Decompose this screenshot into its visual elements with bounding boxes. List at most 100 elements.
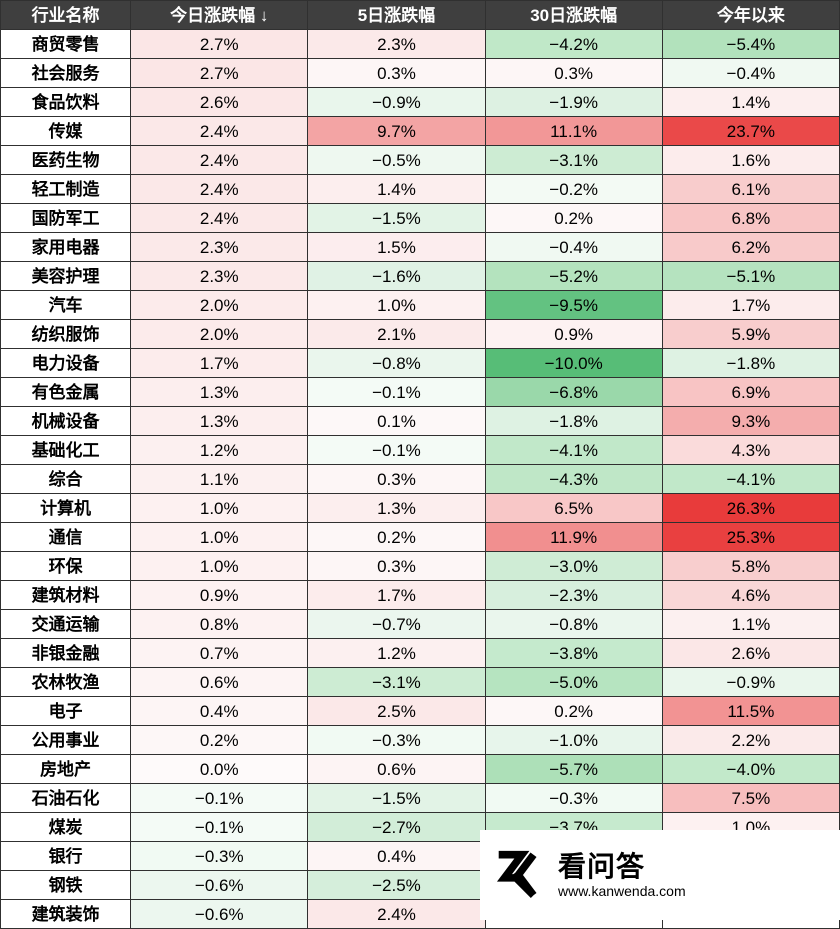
cell-d30: 11.9% (485, 523, 662, 552)
table-row: 传媒2.4%9.7%11.1%23.7% (1, 117, 840, 146)
row-name: 国防军工 (1, 204, 131, 233)
cell-d30: −4.1% (485, 436, 662, 465)
row-name: 电力设备 (1, 349, 131, 378)
cell-d30: 0.2% (485, 204, 662, 233)
row-name: 纺织服饰 (1, 320, 131, 349)
col-header-ytd: 今年以来 (662, 1, 839, 30)
cell-d1: 2.7% (131, 30, 308, 59)
cell-d5: −0.7% (308, 610, 485, 639)
cell-d1: 2.3% (131, 233, 308, 262)
cell-ytd: 5.9% (662, 320, 839, 349)
cell-d30: −0.3% (485, 784, 662, 813)
cell-ytd: 7.5% (662, 784, 839, 813)
table-row: 国防军工2.4%−1.5%0.2%6.8% (1, 204, 840, 233)
cell-d1: −0.3% (131, 842, 308, 871)
row-name: 农林牧渔 (1, 668, 131, 697)
cell-d1: 1.0% (131, 523, 308, 552)
col-header-d30: 30日涨跌幅 (485, 1, 662, 30)
watermark-url: www.kanwenda.com (558, 883, 686, 900)
table-row: 计算机1.0%1.3%6.5%26.3% (1, 494, 840, 523)
cell-ytd: −0.4% (662, 59, 839, 88)
header-row: 行业名称 今日涨跌幅 ↓ 5日涨跌幅 30日涨跌幅 今年以来 (1, 1, 840, 30)
cell-d5: 1.3% (308, 494, 485, 523)
cell-d30: −3.1% (485, 146, 662, 175)
cell-d5: 0.6% (308, 755, 485, 784)
cell-d30: 0.9% (485, 320, 662, 349)
table-row: 农林牧渔0.6%−3.1%−5.0%−0.9% (1, 668, 840, 697)
cell-ytd: 9.3% (662, 407, 839, 436)
cell-d1: 1.7% (131, 349, 308, 378)
row-name: 轻工制造 (1, 175, 131, 204)
cell-d1: 2.0% (131, 320, 308, 349)
table-row: 社会服务2.7%0.3%0.3%−0.4% (1, 59, 840, 88)
table-row: 有色金属1.3%−0.1%−6.8%6.9% (1, 378, 840, 407)
cell-d1: −0.6% (131, 900, 308, 929)
col-header-d1: 今日涨跌幅 ↓ (131, 1, 308, 30)
row-name: 建筑材料 (1, 581, 131, 610)
watermark-logo-icon (490, 846, 548, 904)
cell-ytd: −1.8% (662, 349, 839, 378)
watermark: 看问答 www.kanwenda.com (480, 830, 840, 920)
cell-d5: −2.7% (308, 813, 485, 842)
row-name: 建筑装饰 (1, 900, 131, 929)
row-name: 通信 (1, 523, 131, 552)
cell-d5: −1.5% (308, 204, 485, 233)
industry-heatmap-table: 行业名称 今日涨跌幅 ↓ 5日涨跌幅 30日涨跌幅 今年以来 商贸零售2.7%2… (0, 0, 840, 929)
cell-ytd: 1.1% (662, 610, 839, 639)
row-name: 基础化工 (1, 436, 131, 465)
cell-d5: 1.2% (308, 639, 485, 668)
cell-d5: 2.1% (308, 320, 485, 349)
row-name: 电子 (1, 697, 131, 726)
row-name: 银行 (1, 842, 131, 871)
cell-d5: −0.9% (308, 88, 485, 117)
cell-d1: 1.3% (131, 407, 308, 436)
cell-d1: 0.2% (131, 726, 308, 755)
cell-ytd: 2.6% (662, 639, 839, 668)
row-name: 综合 (1, 465, 131, 494)
cell-d30: 6.5% (485, 494, 662, 523)
cell-ytd: 5.8% (662, 552, 839, 581)
cell-d1: 2.7% (131, 59, 308, 88)
watermark-cn: 看问答 (558, 850, 686, 884)
col-header-name: 行业名称 (1, 1, 131, 30)
cell-d1: 1.1% (131, 465, 308, 494)
cell-ytd: 6.2% (662, 233, 839, 262)
table-row: 美容护理2.3%−1.6%−5.2%−5.1% (1, 262, 840, 291)
cell-d5: 2.3% (308, 30, 485, 59)
cell-ytd: 23.7% (662, 117, 839, 146)
cell-d5: −0.5% (308, 146, 485, 175)
cell-ytd: 4.3% (662, 436, 839, 465)
table-row: 通信1.0%0.2%11.9%25.3% (1, 523, 840, 552)
cell-d5: −1.6% (308, 262, 485, 291)
cell-d5: 0.1% (308, 407, 485, 436)
cell-d30: 0.2% (485, 697, 662, 726)
row-name: 家用电器 (1, 233, 131, 262)
cell-d30: −2.3% (485, 581, 662, 610)
cell-d30: −1.0% (485, 726, 662, 755)
cell-d1: 0.0% (131, 755, 308, 784)
table-row: 交通运输0.8%−0.7%−0.8%1.1% (1, 610, 840, 639)
cell-d30: −4.3% (485, 465, 662, 494)
cell-ytd: 4.6% (662, 581, 839, 610)
table-row: 建筑材料0.9%1.7%−2.3%4.6% (1, 581, 840, 610)
row-name: 环保 (1, 552, 131, 581)
cell-ytd: 1.4% (662, 88, 839, 117)
cell-d1: 2.6% (131, 88, 308, 117)
cell-d1: 0.4% (131, 697, 308, 726)
cell-d1: 2.4% (131, 117, 308, 146)
row-name: 公用事业 (1, 726, 131, 755)
cell-d1: 0.7% (131, 639, 308, 668)
table-row: 食品饮料2.6%−0.9%−1.9%1.4% (1, 88, 840, 117)
row-name: 美容护理 (1, 262, 131, 291)
table-row: 商贸零售2.7%2.3%−4.2%−5.4% (1, 30, 840, 59)
cell-d5: 0.4% (308, 842, 485, 871)
cell-d30: −0.8% (485, 610, 662, 639)
cell-d1: 2.4% (131, 175, 308, 204)
table-row: 汽车2.0%1.0%−9.5%1.7% (1, 291, 840, 320)
cell-ytd: 6.1% (662, 175, 839, 204)
cell-d1: 1.2% (131, 436, 308, 465)
row-name: 食品饮料 (1, 88, 131, 117)
cell-d5: 1.7% (308, 581, 485, 610)
cell-d30: −3.0% (485, 552, 662, 581)
cell-d1: 0.9% (131, 581, 308, 610)
